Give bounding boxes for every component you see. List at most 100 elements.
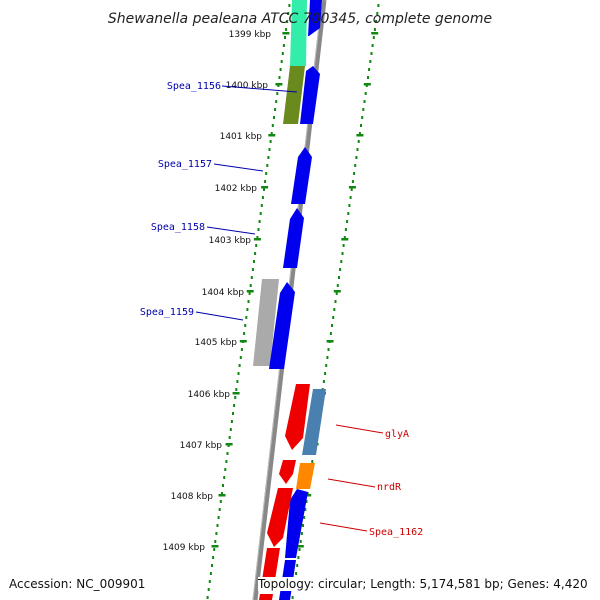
inner-tick [239,340,247,343]
gene-forward-spea-1157[interactable] [291,147,312,204]
outer-dot [300,532,303,535]
leader-line [221,85,298,93]
outer-dot [305,500,308,503]
inner-tick [211,545,219,548]
gene-label-glya[interactable]: glyA [385,429,409,440]
outer-dot [297,556,300,559]
inner-dot [270,132,273,135]
outer-dot [368,68,371,71]
inner-dot [256,236,259,239]
inner-dot [225,460,228,463]
tick-labels: 1399 kbp 1400 kbp 1401 kbp 1402 kbp 1403… [163,30,272,553]
gene-label-spea-1158[interactable]: Spea_1158 [151,222,205,233]
outer-dot [303,516,306,519]
map-title: Shewanella pealeana ATCC 700345, complet… [108,11,492,27]
tick-label: 1400 kbp [226,81,269,91]
outer-dot [335,292,338,295]
gene-forward-spea-1159[interactable] [269,282,295,369]
tick-label: 1406 kbp [188,390,231,400]
gene-reverse-glya[interactable] [285,384,310,450]
inner-dot [234,396,237,399]
outer-dot [291,596,294,599]
outer-dot [362,108,365,111]
gene-label-spea-1159[interactable]: Spea_1159 [140,307,194,318]
leader-line [206,226,256,235]
inner-dot [206,596,209,599]
feature-gray [253,279,279,366]
outer-dot [298,548,301,551]
outer-tick [326,340,334,343]
inner-dot [219,500,222,503]
inner-dot [249,284,252,287]
inner-dot [213,548,216,551]
tick-label: 1407 kbp [180,441,223,451]
gene-reverse-bottom[interactable] [259,594,273,600]
inner-dot [239,356,242,359]
gene-forward-spea-1156[interactable] [300,66,320,124]
inner-dot [254,252,257,255]
outer-dot [373,28,376,31]
outer-dot [325,364,328,367]
gene-label-nrdr[interactable]: nrdR [377,482,402,493]
outer-dot [339,268,342,271]
feature-olive [283,66,305,124]
outer-dot [375,20,378,23]
outer-dot [334,300,337,303]
gene-reverse-spea-1162[interactable] [267,488,293,547]
inner-dot [259,212,262,215]
inner-dot [238,364,241,367]
inner-dot [248,292,251,295]
outer-dot [363,100,366,103]
inner-tick [275,83,283,86]
inner-dot [247,300,250,303]
inner-dot [237,372,240,375]
inner-dot [285,28,288,31]
inner-dot [212,556,215,559]
outer-dot [347,212,350,215]
inner-dot [288,4,291,7]
outer-dot [358,132,361,135]
outer-dot [364,92,367,95]
inner-dot [255,244,258,247]
inner-dot [281,52,284,55]
inner-dot [216,524,219,527]
gene-label-spea-1162[interactable]: Spea_1162 [369,527,423,538]
outer-dot [367,76,369,79]
gene-forward-spea-1158[interactable] [283,208,304,268]
inner-dot [287,12,290,15]
outer-tick [333,290,341,293]
outer-dot [343,236,346,239]
tick-label: 1404 kbp [202,288,245,298]
inner-dot [207,588,210,591]
inner-dot [223,476,226,479]
outer-dot [354,164,357,167]
inner-dot [229,428,232,431]
gene-label-spea-1156[interactable]: Spea_1156 [167,81,221,92]
tick-marks [211,32,379,548]
outer-dot [332,316,335,319]
inner-dot [224,468,227,471]
leader-line [327,478,376,488]
inner-dot [261,196,264,199]
outer-dot [336,284,339,287]
outer-dot [295,572,298,575]
gene-label-spea-1157[interactable]: Spea_1157 [158,159,212,170]
leader-line [335,424,384,434]
outer-dot [344,228,347,231]
inner-dot [275,100,278,103]
outer-dot [357,140,360,143]
gene-reverse-nrdr[interactable] [279,460,296,484]
outer-tick [296,545,304,548]
outer-dot [355,156,358,159]
inner-dot [228,436,231,439]
label-leaders [195,85,384,532]
outer-dot [324,372,327,375]
tick-label: 1399 kbp [229,30,272,40]
inner-dot [265,172,268,175]
gene-forward-spea-1156-top[interactable] [308,0,322,36]
inner-dot [211,564,213,567]
inner-tick [261,186,269,189]
accession-text: Accession: NC_009901 [9,577,146,591]
inner-dot [215,532,218,535]
gene-forward-lower-1[interactable] [285,489,308,558]
